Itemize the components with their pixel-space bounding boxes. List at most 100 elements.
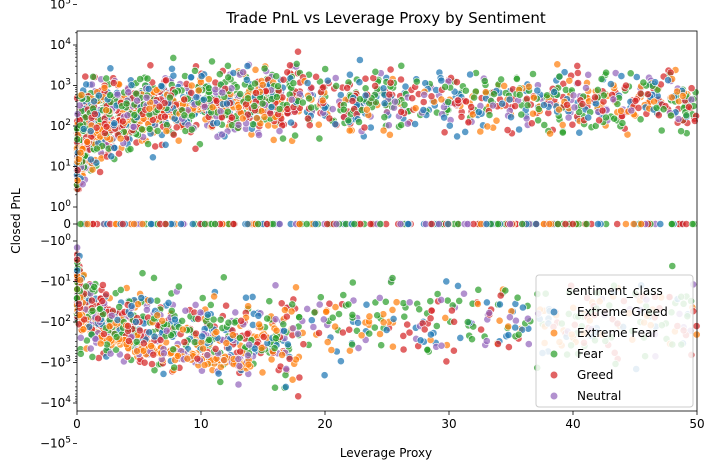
point-fear (513, 293, 522, 302)
point-fear (328, 313, 337, 322)
point-greed (243, 329, 252, 338)
point-extreme-fear (288, 375, 297, 384)
point-neutral (211, 85, 220, 94)
point-fear (295, 313, 304, 322)
point-neutral (609, 95, 618, 104)
point-extreme-fear (322, 307, 331, 316)
point-extreme-greed (287, 118, 295, 127)
point-neutral (159, 349, 168, 358)
point-extreme-greed (254, 311, 263, 320)
point-greed (285, 354, 294, 363)
point-extreme-greed (126, 310, 135, 319)
point-fear (515, 90, 524, 99)
point-fear (191, 66, 199, 75)
point-fear (468, 335, 476, 344)
point-fear (397, 61, 406, 70)
point-fear (122, 99, 131, 108)
point-extreme-greed (331, 120, 340, 129)
point-greed (503, 126, 512, 135)
point-fear (198, 294, 207, 302)
point-fear (130, 111, 139, 119)
point-fear (106, 91, 114, 100)
point-fear (455, 296, 464, 305)
point-greed (148, 360, 156, 368)
point-greed (420, 325, 429, 334)
point-extreme-greed (127, 81, 136, 89)
point-greed (568, 220, 577, 228)
point-greed (90, 110, 99, 118)
point-greed (405, 328, 414, 337)
point-greed (252, 88, 260, 97)
point-fear (224, 73, 233, 82)
point-fear (279, 134, 287, 143)
point-fear (178, 316, 186, 325)
point-neutral (271, 281, 280, 290)
point-fear (377, 341, 386, 350)
point-extreme-fear (244, 302, 252, 311)
point-extreme-fear (138, 220, 147, 228)
point-greed (386, 78, 395, 87)
point-fear (444, 98, 453, 106)
point-fear (288, 300, 297, 309)
point-greed (687, 84, 696, 93)
y-tick-label: 103 (50, 78, 71, 93)
point-greed (294, 47, 302, 56)
point-extreme-fear (558, 121, 567, 129)
point-fear (275, 105, 284, 113)
legend-marker-neutral (549, 391, 559, 401)
point-extreme-greed (504, 331, 513, 339)
point-greed (447, 306, 456, 315)
point-greed (75, 299, 83, 308)
point-extreme-greed (90, 97, 98, 106)
point-greed (477, 325, 485, 334)
point-extreme-greed (144, 85, 153, 93)
point-fear (370, 323, 379, 332)
point-greed (263, 220, 271, 228)
point-fear (310, 308, 319, 317)
point-neutral (255, 131, 263, 139)
point-extreme-greed (382, 326, 391, 334)
point-fear (597, 75, 606, 83)
point-fear (593, 86, 602, 94)
point-greed (115, 149, 123, 158)
point-greed (100, 330, 108, 338)
point-extreme-fear (617, 107, 625, 115)
point-greed (169, 130, 178, 139)
point-fear (265, 297, 274, 306)
point-fear (165, 93, 174, 102)
point-fear (209, 315, 218, 324)
point-neutral (674, 115, 683, 123)
point-extreme-greed (444, 220, 452, 228)
point-extreme-fear (411, 104, 420, 113)
point-extreme-greed (411, 120, 419, 128)
point-fear (250, 102, 259, 110)
point-greed (299, 340, 308, 349)
point-extreme-greed (379, 84, 388, 93)
point-extreme-greed (617, 72, 626, 80)
point-fear (206, 300, 215, 309)
point-fear (302, 220, 311, 228)
point-extreme-greed (323, 76, 332, 85)
point-extreme-greed (243, 62, 252, 70)
point-fear (138, 269, 147, 278)
point-extreme-fear (251, 65, 260, 74)
point-fear (219, 273, 228, 282)
point-extreme-fear (255, 320, 263, 329)
point-extreme-greed (242, 75, 251, 84)
point-greed (99, 281, 107, 289)
point-greed (692, 322, 701, 330)
point-extreme-fear (269, 135, 278, 144)
point-extreme-fear (388, 305, 397, 314)
point-neutral (133, 96, 141, 105)
point-neutral (234, 120, 243, 129)
point-greed (454, 96, 462, 105)
point-fear (292, 60, 301, 68)
point-neutral (124, 88, 133, 97)
point-fear (668, 220, 676, 228)
point-fear (258, 99, 267, 108)
point-fear (659, 105, 668, 114)
point-fear (355, 118, 363, 126)
point-greed (193, 354, 202, 363)
point-extreme-greed (131, 317, 140, 326)
point-greed (81, 72, 90, 81)
